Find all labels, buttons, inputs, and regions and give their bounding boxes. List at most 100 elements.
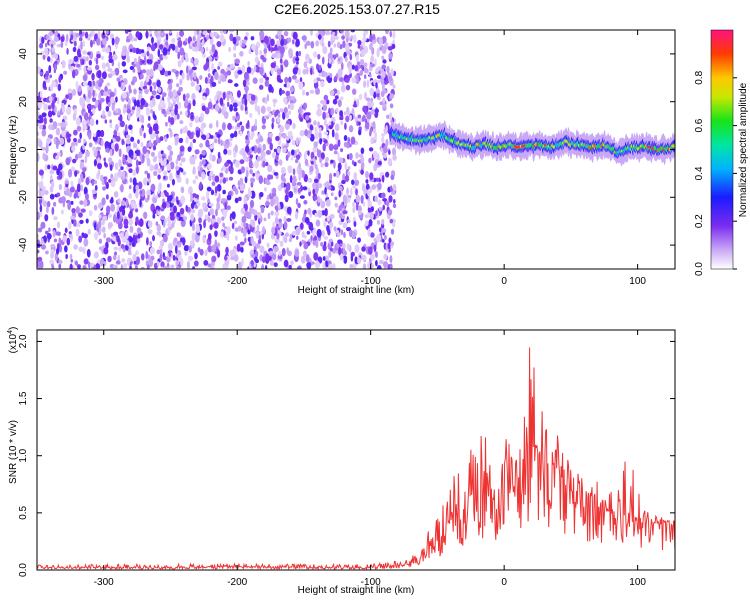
noise-speck bbox=[47, 164, 51, 170]
noise-speck bbox=[49, 193, 55, 200]
noise-speck bbox=[274, 210, 280, 217]
noise-speck bbox=[357, 210, 362, 216]
snr-multiplier-exp: 4 bbox=[7, 330, 14, 334]
noise-speck bbox=[382, 238, 385, 243]
noise-speck bbox=[322, 56, 325, 65]
noise-speck bbox=[60, 35, 65, 43]
noise-speck bbox=[228, 165, 232, 172]
noise-speck bbox=[364, 121, 370, 130]
noise-speck bbox=[232, 102, 238, 108]
noise-speck bbox=[133, 57, 137, 65]
noise-speck bbox=[316, 63, 320, 71]
noise-speck bbox=[128, 32, 133, 41]
noise-speck bbox=[295, 50, 299, 58]
noise-speck bbox=[141, 59, 145, 64]
noise-speck bbox=[92, 39, 96, 45]
noise-speck bbox=[384, 30, 390, 35]
noise-speck bbox=[169, 117, 175, 126]
noise-speck bbox=[163, 170, 168, 176]
noise-speck bbox=[264, 44, 267, 49]
noise-speck bbox=[369, 211, 375, 220]
noise-speck bbox=[363, 67, 369, 74]
noise-speck bbox=[247, 61, 250, 66]
noise-speck bbox=[145, 107, 151, 117]
snr-series-line bbox=[37, 347, 675, 570]
noise-speck bbox=[341, 179, 346, 185]
noise-speck bbox=[190, 213, 194, 222]
noise-speck bbox=[41, 129, 47, 137]
noise-speck bbox=[37, 119, 43, 124]
noise-speck bbox=[133, 260, 137, 265]
noise-speck bbox=[111, 236, 117, 241]
heatmap-x-axis-label: Height of straight line (km) bbox=[298, 285, 415, 296]
noise-speck bbox=[115, 135, 121, 142]
noise-speck bbox=[146, 264, 150, 269]
noise-speck bbox=[67, 88, 73, 94]
noise-speck bbox=[312, 182, 317, 190]
noise-speck bbox=[112, 254, 117, 261]
noise-speck bbox=[146, 50, 150, 57]
noise-speck bbox=[117, 132, 121, 137]
noise-speck bbox=[376, 265, 382, 269]
noise-speck bbox=[179, 78, 183, 86]
noise-speck bbox=[135, 166, 139, 174]
noise-speck bbox=[187, 146, 192, 152]
noise-speck bbox=[75, 80, 79, 90]
noise-speck bbox=[317, 172, 321, 180]
noise-speck bbox=[303, 151, 307, 161]
noise-speck bbox=[206, 30, 212, 34]
noise-speck bbox=[273, 262, 278, 268]
noise-speck bbox=[349, 264, 354, 269]
noise-speck bbox=[127, 163, 133, 168]
noise-speck bbox=[337, 162, 342, 171]
noise-speck bbox=[129, 177, 133, 183]
noise-speck bbox=[81, 120, 87, 126]
noise-speck bbox=[109, 123, 113, 129]
noise-speck bbox=[233, 254, 239, 262]
noise-speck bbox=[334, 95, 339, 100]
noise-speck bbox=[65, 33, 69, 42]
signal-peak bbox=[672, 144, 675, 148]
noise-speck bbox=[187, 255, 194, 262]
noise-speck bbox=[107, 73, 113, 79]
noise-speck bbox=[60, 209, 64, 215]
noise-speck bbox=[155, 134, 159, 143]
noise-speck bbox=[42, 80, 47, 89]
colorbar-gradient bbox=[710, 29, 734, 270]
noise-speck bbox=[225, 246, 229, 255]
noise-speck bbox=[388, 149, 391, 155]
noise-speck bbox=[220, 74, 226, 83]
noise-speck bbox=[99, 97, 105, 103]
noise-speck bbox=[334, 75, 337, 82]
noise-speck bbox=[382, 97, 386, 104]
noise-speck bbox=[88, 261, 91, 269]
noise-speck bbox=[233, 53, 237, 58]
noise-speck bbox=[229, 104, 234, 112]
noise-speck bbox=[118, 148, 122, 158]
noise-speck bbox=[119, 120, 125, 128]
noise-speck bbox=[307, 177, 313, 183]
noise-speck bbox=[306, 230, 311, 235]
noise-speck bbox=[281, 248, 286, 257]
noise-speck bbox=[248, 264, 252, 269]
noise-speck bbox=[270, 210, 274, 216]
noise-speck bbox=[125, 134, 131, 139]
noise-speck bbox=[282, 147, 287, 154]
noise-speck bbox=[98, 227, 102, 234]
noise-speck bbox=[48, 31, 54, 37]
noise-speck bbox=[282, 111, 286, 120]
noise-speck bbox=[179, 120, 184, 125]
noise-speck bbox=[259, 66, 264, 75]
noise-speck bbox=[163, 234, 168, 243]
noise-speck bbox=[245, 32, 249, 37]
noise-speck bbox=[55, 127, 61, 136]
noise-speck bbox=[205, 139, 210, 148]
noise-speck bbox=[169, 129, 173, 138]
noise-speck bbox=[376, 79, 381, 84]
noise-speck bbox=[299, 195, 305, 199]
noise-speck bbox=[184, 52, 189, 59]
noise-speck bbox=[223, 148, 228, 155]
noise-speck bbox=[118, 116, 121, 121]
noise-speck bbox=[105, 30, 109, 35]
noise-speck bbox=[203, 260, 209, 266]
